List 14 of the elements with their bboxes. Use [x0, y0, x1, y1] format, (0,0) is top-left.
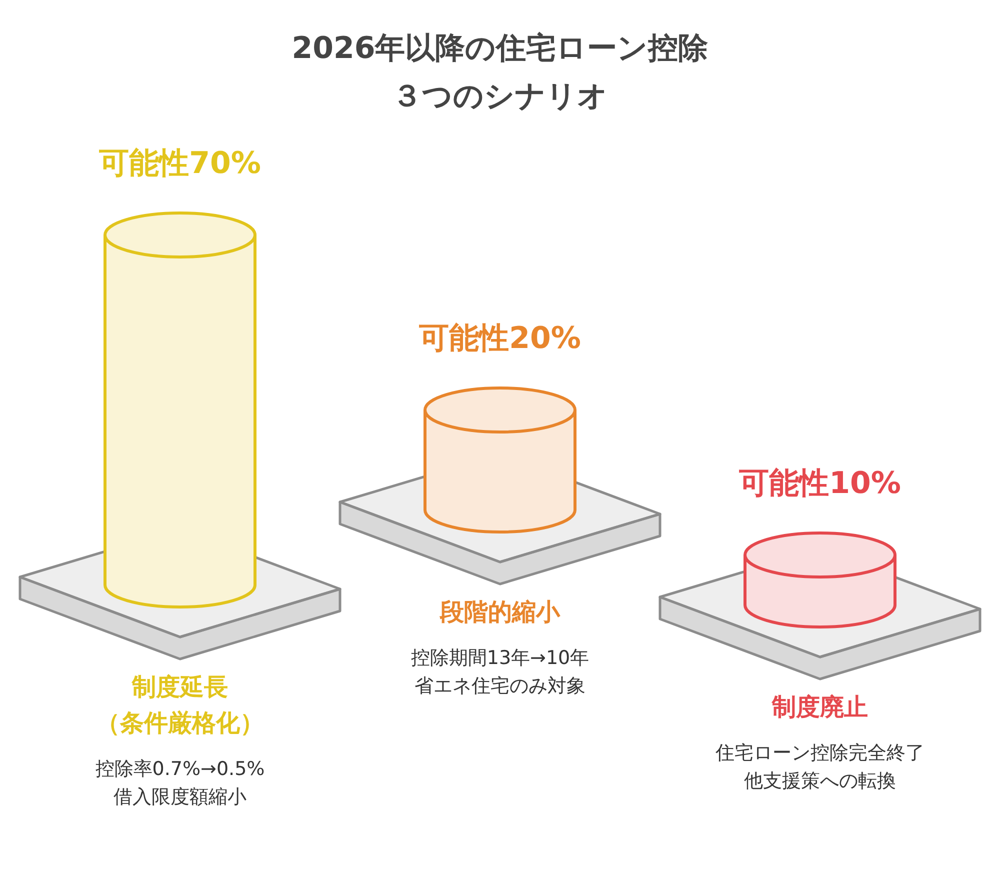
text: 2026年以降の住宅ローン控除	[292, 31, 708, 66]
data-label: 可能性70%	[98, 146, 261, 181]
text: ３つのシナリオ	[392, 79, 608, 114]
text: 他支援策への転換	[744, 770, 896, 792]
text: 省エネ住宅のみ対象	[414, 675, 586, 697]
data-label: 可能性20%	[418, 321, 581, 356]
category-label: 制度廃止	[771, 693, 868, 721]
data-label: 可能性10%	[738, 466, 901, 501]
category-label: 段階的縮小	[439, 598, 561, 626]
text: 控除期間13年→10年	[410, 647, 590, 669]
text: 控除率0.7%→0.5%	[95, 758, 265, 780]
category-label: 制度延長（条件厳格化）	[96, 673, 264, 737]
text: 住宅ローン控除完全終了	[714, 742, 924, 764]
text: 借入限度額縮小	[114, 786, 246, 808]
